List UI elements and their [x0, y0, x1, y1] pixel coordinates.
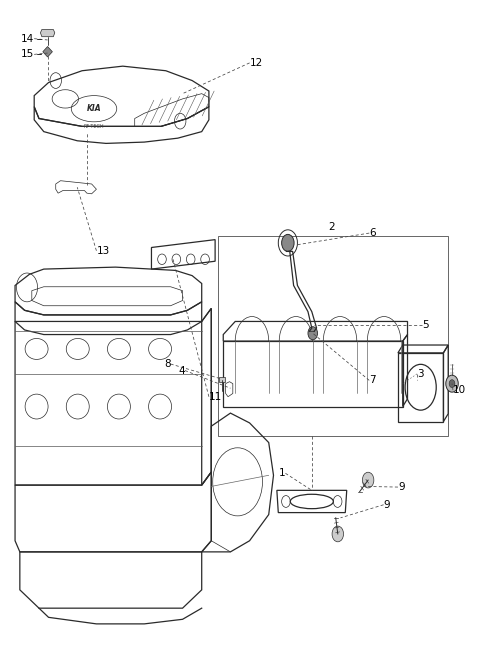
Circle shape	[282, 234, 294, 251]
Text: 11: 11	[209, 392, 222, 401]
Text: 8: 8	[164, 359, 170, 369]
Text: KIA: KIA	[87, 104, 101, 113]
Circle shape	[446, 375, 458, 392]
Text: 4: 4	[179, 365, 185, 375]
Text: RF-TECH: RF-TECH	[84, 124, 104, 129]
Polygon shape	[40, 30, 55, 37]
Circle shape	[308, 327, 318, 340]
Text: 3: 3	[417, 369, 424, 379]
Text: 1: 1	[279, 468, 286, 478]
Text: 13: 13	[96, 246, 109, 256]
Text: 10: 10	[453, 385, 466, 395]
Text: 9: 9	[384, 500, 390, 510]
Text: 5: 5	[422, 319, 429, 330]
Text: 9: 9	[398, 482, 405, 492]
Circle shape	[362, 472, 374, 488]
Text: 12: 12	[250, 58, 263, 68]
Circle shape	[449, 380, 455, 388]
Polygon shape	[43, 47, 52, 57]
Polygon shape	[219, 377, 225, 382]
Text: 2: 2	[328, 222, 335, 232]
Text: 15: 15	[21, 49, 34, 60]
Text: 14: 14	[21, 33, 34, 44]
Text: 7: 7	[369, 375, 376, 385]
Text: 6: 6	[369, 228, 376, 238]
Circle shape	[332, 526, 344, 542]
